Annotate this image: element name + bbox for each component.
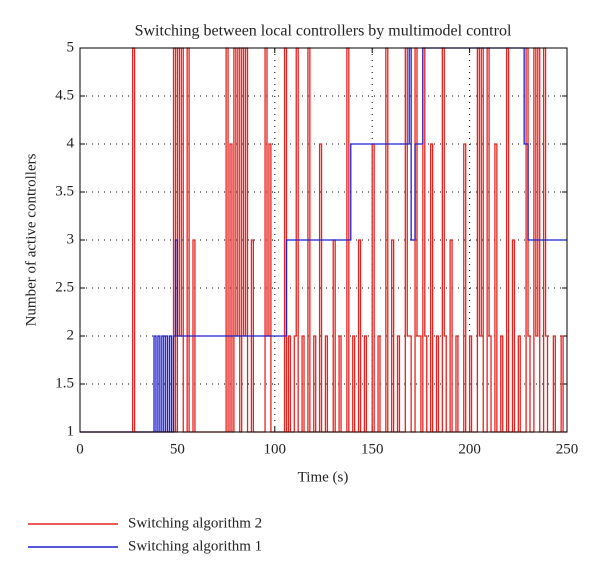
series-line	[80, 47, 567, 433]
x-tick-label: 100	[264, 441, 287, 457]
y-axis-label: Number of active controllers	[23, 153, 39, 326]
x-tick-label: 250	[556, 441, 579, 457]
x-tick-label: 150	[361, 441, 384, 457]
y-tick-label: 3	[67, 231, 75, 247]
chart-title: Switching between local controllers by m…	[135, 23, 512, 40]
plot-frame	[79, 47, 568, 433]
y-tick-label: 2	[67, 327, 75, 343]
y-tick-label: 1.5	[55, 375, 74, 391]
y-tick-label: 5	[67, 39, 75, 55]
legend-label: Switching algorithm 1	[128, 538, 262, 554]
y-tick-label: 2.5	[55, 279, 74, 295]
series-line	[80, 47, 567, 433]
x-tick-label: 50	[170, 441, 185, 457]
x-tick-label: 0	[76, 441, 84, 457]
legend-label: Switching algorithm 2	[128, 515, 262, 531]
x-tick-label: 200	[458, 441, 481, 457]
y-tick-label: 1	[67, 423, 75, 439]
x-axis-label: Time (s)	[298, 469, 349, 485]
y-tick-label: 4.5	[55, 87, 74, 103]
y-tick-label: 4	[67, 135, 75, 151]
y-tick-label: 3.5	[55, 183, 74, 199]
